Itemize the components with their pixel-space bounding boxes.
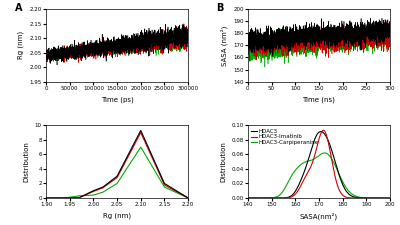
X-axis label: Time (ns): Time (ns): [302, 97, 335, 103]
Text: A: A: [15, 3, 22, 13]
X-axis label: SASA(nm²): SASA(nm²): [300, 213, 338, 220]
Y-axis label: Distribution: Distribution: [220, 141, 226, 182]
Text: B: B: [216, 3, 224, 13]
Y-axis label: Distribution: Distribution: [23, 141, 29, 182]
Y-axis label: Rg (nm): Rg (nm): [18, 31, 24, 59]
X-axis label: Rg (nm): Rg (nm): [103, 213, 131, 219]
X-axis label: Time (ps): Time (ps): [101, 97, 134, 103]
Y-axis label: SASA (nm²): SASA (nm²): [220, 25, 228, 65]
Legend: HDAC3, HDAC3-Imatinib, HDAC3-Carpiperanine: HDAC3, HDAC3-Imatinib, HDAC3-Carpiperani…: [251, 128, 319, 146]
